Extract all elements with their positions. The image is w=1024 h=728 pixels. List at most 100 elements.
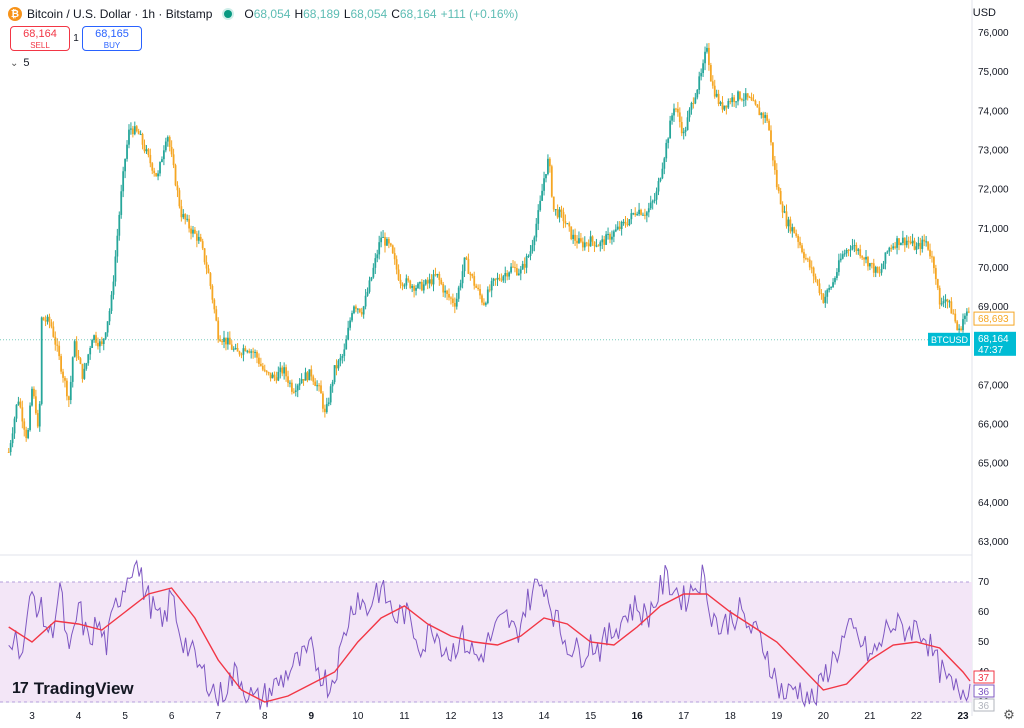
rsi-line: [8, 559, 971, 710]
candle-body: [254, 351, 256, 353]
candle-body: [894, 246, 897, 248]
candle-body: [886, 251, 889, 253]
candle-body: [448, 294, 450, 298]
candle-body: [504, 273, 507, 277]
candle-body: [277, 371, 280, 381]
candle-body: [525, 256, 528, 268]
candle-body: [853, 245, 856, 247]
candle-body: [180, 206, 183, 218]
candle-body: [271, 374, 274, 379]
open-value: 68,054: [253, 7, 291, 21]
candle-body: [529, 251, 532, 256]
candle-body: [543, 178, 545, 191]
candle-body: [541, 190, 544, 201]
candle-body: [320, 385, 322, 394]
candle-body: [535, 223, 538, 238]
candle-body: [97, 342, 99, 347]
candle-body: [576, 240, 578, 244]
candle-body: [244, 348, 247, 352]
candle-body: [764, 115, 767, 118]
candle-body: [688, 109, 691, 118]
time-tick-label: 3: [29, 711, 35, 722]
candle-body: [888, 247, 891, 252]
candle-body: [225, 337, 227, 345]
candle-body: [527, 255, 530, 257]
candle-body: [719, 102, 722, 104]
candle-body: [413, 285, 415, 291]
candle-body: [965, 311, 968, 316]
candle-body: [867, 256, 869, 267]
candle-body: [471, 274, 474, 277]
candle-body: [599, 242, 602, 246]
time-tick-label: 21: [864, 711, 876, 722]
indicators-toggle[interactable]: ⌄ 5: [10, 57, 30, 69]
candle-body: [762, 113, 765, 118]
candles: [7, 42, 970, 456]
sell-button[interactable]: 68,164 SELL: [10, 26, 70, 51]
trade-buttons: 68,164 SELL 1 68,165 BUY: [10, 26, 142, 51]
candle-body: [958, 328, 961, 331]
candle-body: [492, 278, 495, 282]
tradingview-logo[interactable]: 17 TradingView: [12, 679, 134, 699]
candle-body: [391, 245, 394, 254]
candle-body: [911, 240, 914, 244]
candle-body: [368, 280, 371, 292]
candle-body: [936, 279, 939, 288]
candle-body: [384, 236, 386, 246]
candle-body: [415, 287, 417, 291]
candle-body: [900, 243, 902, 245]
candle-body: [436, 273, 439, 276]
gear-icon[interactable]: ⚙: [1003, 707, 1015, 722]
rsi-third-value-tag: 36: [978, 701, 990, 712]
candle-body: [339, 357, 342, 361]
candle-body: [915, 246, 918, 250]
candle-body: [498, 277, 501, 280]
candle-body: [847, 250, 850, 252]
rsi-value-tag: 36: [978, 687, 990, 698]
candle-body: [560, 209, 563, 212]
candle-body: [215, 309, 218, 321]
candle-body: [44, 320, 47, 322]
candle-body: [950, 301, 953, 314]
candle-body: [52, 326, 55, 337]
candle-body: [824, 296, 827, 303]
candle-body: [581, 241, 584, 248]
candle-body: [380, 237, 383, 243]
candle-body: [787, 219, 790, 227]
candle-body: [814, 276, 817, 280]
symbol-title[interactable]: Bitcoin / U.S. Dollar · 1h · Bitstamp: [27, 7, 213, 21]
candle-body: [552, 196, 555, 210]
chevron-down-icon: ⌄: [10, 57, 19, 69]
time-tick-label: 7: [215, 711, 221, 722]
candle-body: [87, 354, 90, 364]
candle-body: [151, 163, 154, 171]
indicators-count: 5: [23, 57, 30, 69]
price-tick-label: 76,000: [978, 28, 1009, 39]
candle-body: [397, 269, 400, 280]
candle-body: [882, 263, 885, 270]
candle-body: [451, 298, 454, 303]
candle-body: [740, 99, 743, 101]
candle-body: [259, 363, 262, 366]
buy-button[interactable]: 68,165 BUY: [82, 26, 142, 51]
candle-body: [42, 317, 45, 321]
candle-body: [483, 302, 485, 305]
rsi-ma-value-tag: 37: [978, 673, 990, 684]
candle-body: [174, 165, 177, 186]
candle-body: [547, 158, 549, 175]
currency-selector[interactable]: USD: [972, 7, 996, 19]
candle-body: [236, 348, 239, 352]
candle-body: [578, 238, 580, 244]
candle-body: [351, 313, 353, 321]
candle-body: [289, 382, 291, 384]
candle-body: [40, 317, 43, 404]
candle-body: [964, 315, 966, 320]
candle-body: [768, 120, 770, 131]
candle-body: [506, 273, 509, 277]
price-tick-label: 66,000: [978, 420, 1009, 431]
open-label: O: [244, 7, 254, 21]
candle-body: [706, 47, 708, 52]
candle-body: [940, 303, 943, 305]
time-tick-label: 6: [169, 711, 175, 722]
